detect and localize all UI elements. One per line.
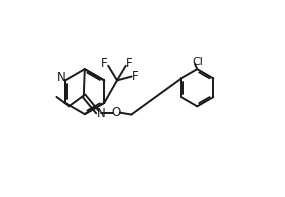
Text: N: N bbox=[96, 107, 105, 120]
Text: F: F bbox=[101, 57, 108, 70]
Text: F: F bbox=[126, 57, 133, 70]
Text: F: F bbox=[132, 70, 139, 83]
Text: Cl: Cl bbox=[193, 57, 203, 67]
Text: O: O bbox=[111, 106, 121, 119]
Text: N: N bbox=[57, 72, 66, 85]
